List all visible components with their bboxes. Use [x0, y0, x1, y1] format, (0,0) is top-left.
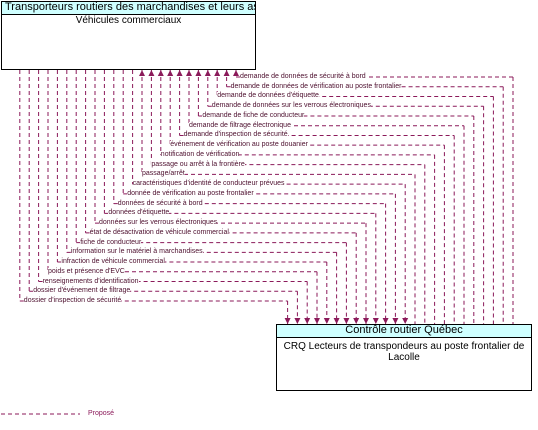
flow-label: passage ou arrêt à la frontière [151, 160, 245, 169]
source-box-header: Transporteurs routiers des marchandises … [2, 2, 255, 15]
flow-label: infraction de véhicule commercial [61, 258, 165, 267]
source-box-body: Véhicules commerciaux [75, 15, 182, 26]
flow-label: dossier d'événement de filtrage [33, 287, 131, 296]
flow-label: demande de données de vérification au po… [230, 82, 402, 91]
flow-label: données de sécurité à bord [117, 199, 203, 208]
flow-arrowhead [294, 318, 301, 324]
flow-arrowhead [304, 318, 311, 324]
flow-arrowhead [214, 70, 221, 76]
flow-arrowhead [382, 318, 389, 324]
flow-label: fiche de conducteur [80, 238, 142, 247]
flow-label: passage/arrêt [142, 170, 185, 179]
flow-label: demande de données sur les verrous élect… [211, 102, 371, 111]
flow-label: dossier d'inspection de sécurité [23, 297, 122, 306]
flow-arrowhead [195, 70, 202, 76]
flow-arrowhead [186, 70, 192, 76]
flow-label: données d'étiquette [108, 209, 170, 218]
flow-label: demande d'inspection de sécurité [183, 131, 288, 140]
flow-arrowhead [223, 70, 230, 76]
flow-arrowhead [233, 70, 239, 76]
flow-label: poids et présence d'EVC [48, 267, 125, 276]
flow-arrowhead [148, 70, 155, 76]
source-box-vehicules-commerciaux[interactable]: Transporteurs routiers des marchandises … [1, 1, 256, 70]
flow-arrowhead [167, 70, 174, 76]
target-box-crq-lecteurs[interactable]: Contrôle routier Québec CRQ Lecteurs de … [276, 324, 532, 391]
flow-arrowhead [372, 318, 379, 324]
legend-label: Proposé [88, 410, 115, 417]
flow-label: données sur les verrous électroniques [99, 219, 218, 228]
flow-label: caractéristiques d'identité de conducteu… [132, 180, 285, 189]
flow-label: information sur le matériel à marchandis… [70, 248, 203, 257]
flow-label: demande de fiche de conducteur [202, 111, 305, 120]
flow-arrowhead [204, 70, 211, 76]
flow-label: état de désactivation de véhicule commer… [89, 228, 229, 237]
flow-arrowhead [139, 70, 145, 76]
flow-arrowhead [363, 318, 369, 324]
flow-label: demande de filtrage électronique [189, 121, 291, 130]
flow-label: demande de données de sécurité à bord [240, 73, 366, 81]
flow-arrowhead [333, 318, 340, 324]
flow-label: demande de données d'étiquette [217, 92, 319, 101]
flow-arrowhead [157, 70, 164, 76]
flow-arrowhead [343, 318, 350, 324]
flow-arrowhead [402, 318, 409, 324]
flow-label: événement de vérification au poste douan… [170, 141, 308, 150]
flow-label: donnée de vérification au poste frontali… [127, 189, 254, 198]
flow-arrowhead [176, 70, 183, 76]
flow-arrowhead [284, 318, 291, 324]
target-box-header: Contrôle routier Québec [277, 325, 531, 338]
target-box-body: CRQ Lecteurs de transpondeurs au poste f… [283, 341, 525, 363]
flow-label: notification de vérification [160, 150, 240, 159]
flow-arrowhead [392, 318, 399, 324]
flow-arrowhead [323, 318, 330, 324]
flow-label: renseignements d'identification [42, 277, 139, 286]
flow-arrowhead [353, 318, 360, 324]
flow-arrowhead [314, 318, 320, 324]
